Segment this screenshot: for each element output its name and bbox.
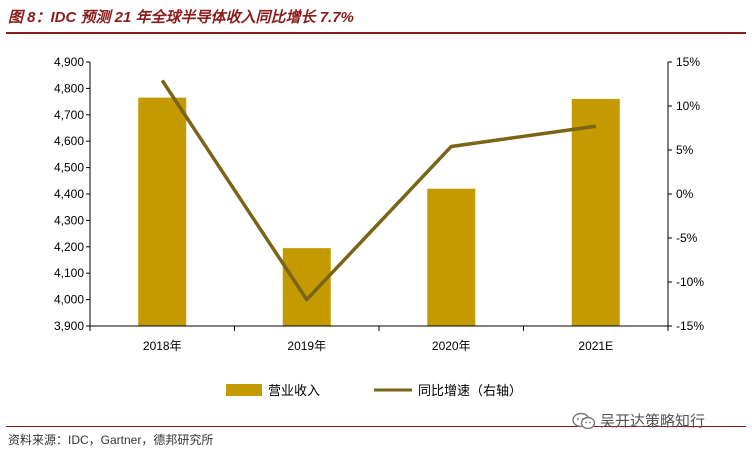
y-tick-label-left: 4,300 (54, 213, 84, 227)
y-tick-label-right: -10% (676, 275, 704, 289)
x-tick-label: 2021E (578, 339, 613, 353)
y-tick-label-right: 5% (676, 143, 694, 157)
x-tick-label: 2018年 (143, 339, 182, 353)
bar-0 (138, 97, 187, 326)
y-tick-label-left: 4,200 (54, 240, 84, 254)
source-note: 资料来源：IDC，Gartner，德邦研究所 (8, 433, 214, 447)
y-tick-label-right: -5% (676, 231, 698, 245)
figure-title: 图 8：IDC 预测 21 年全球半导体收入同比增长 7.7% (8, 9, 354, 26)
growth-point-1 (306, 299, 308, 301)
watermark: 吴开达策略知行 (572, 410, 705, 431)
axes-group: 3,900 4,000 4,100 4,200 4,300 4,400 4,500 4,600… (54, 55, 704, 353)
bar-3 (571, 98, 620, 327)
growth-point-0 (161, 79, 163, 81)
y-tick-label-left: 4,900 (54, 55, 84, 69)
legend-label-revenue: 营业收入 (268, 383, 320, 398)
y-tick-label-left: 4,400 (54, 187, 84, 201)
x-tick-label: 2020年 (432, 339, 471, 353)
y-tick-label-left: 3,900 (54, 319, 84, 333)
y-tick-label-left: 4,500 (54, 161, 84, 175)
y-tick-label-left: 4,600 (54, 134, 84, 148)
y-tick-label-right: 0% (676, 187, 694, 201)
y-tick-label-right: 15% (676, 55, 700, 69)
y-tick-label-left: 4,000 (54, 293, 84, 307)
y-tick-label-right: -15% (676, 319, 704, 333)
bar-1 (282, 248, 331, 326)
growth-line (160, 79, 596, 302)
legend: 营业收入 同比增速（右轴） (226, 383, 522, 398)
legend-swatch-revenue (226, 384, 262, 396)
watermark-text: 吴开达策略知行 (600, 413, 706, 430)
bar-2 (427, 188, 476, 326)
wechat-icon (572, 412, 596, 429)
y-tick-label-left: 4,700 (54, 108, 84, 122)
growth-point-2 (450, 145, 452, 147)
y-tick-label-left: 4,100 (54, 266, 84, 280)
y-tick-label-right: 10% (676, 99, 700, 113)
footer-rule (6, 426, 746, 427)
bars-group (138, 97, 620, 327)
x-tick-label: 2019年 (287, 339, 326, 353)
growth-point-3 (595, 125, 597, 127)
legend-label-growth: 同比增速（右轴） (418, 383, 522, 398)
line-group (160, 79, 597, 302)
y-tick-label-left: 4,800 (54, 81, 84, 95)
title-rule (6, 32, 746, 34)
